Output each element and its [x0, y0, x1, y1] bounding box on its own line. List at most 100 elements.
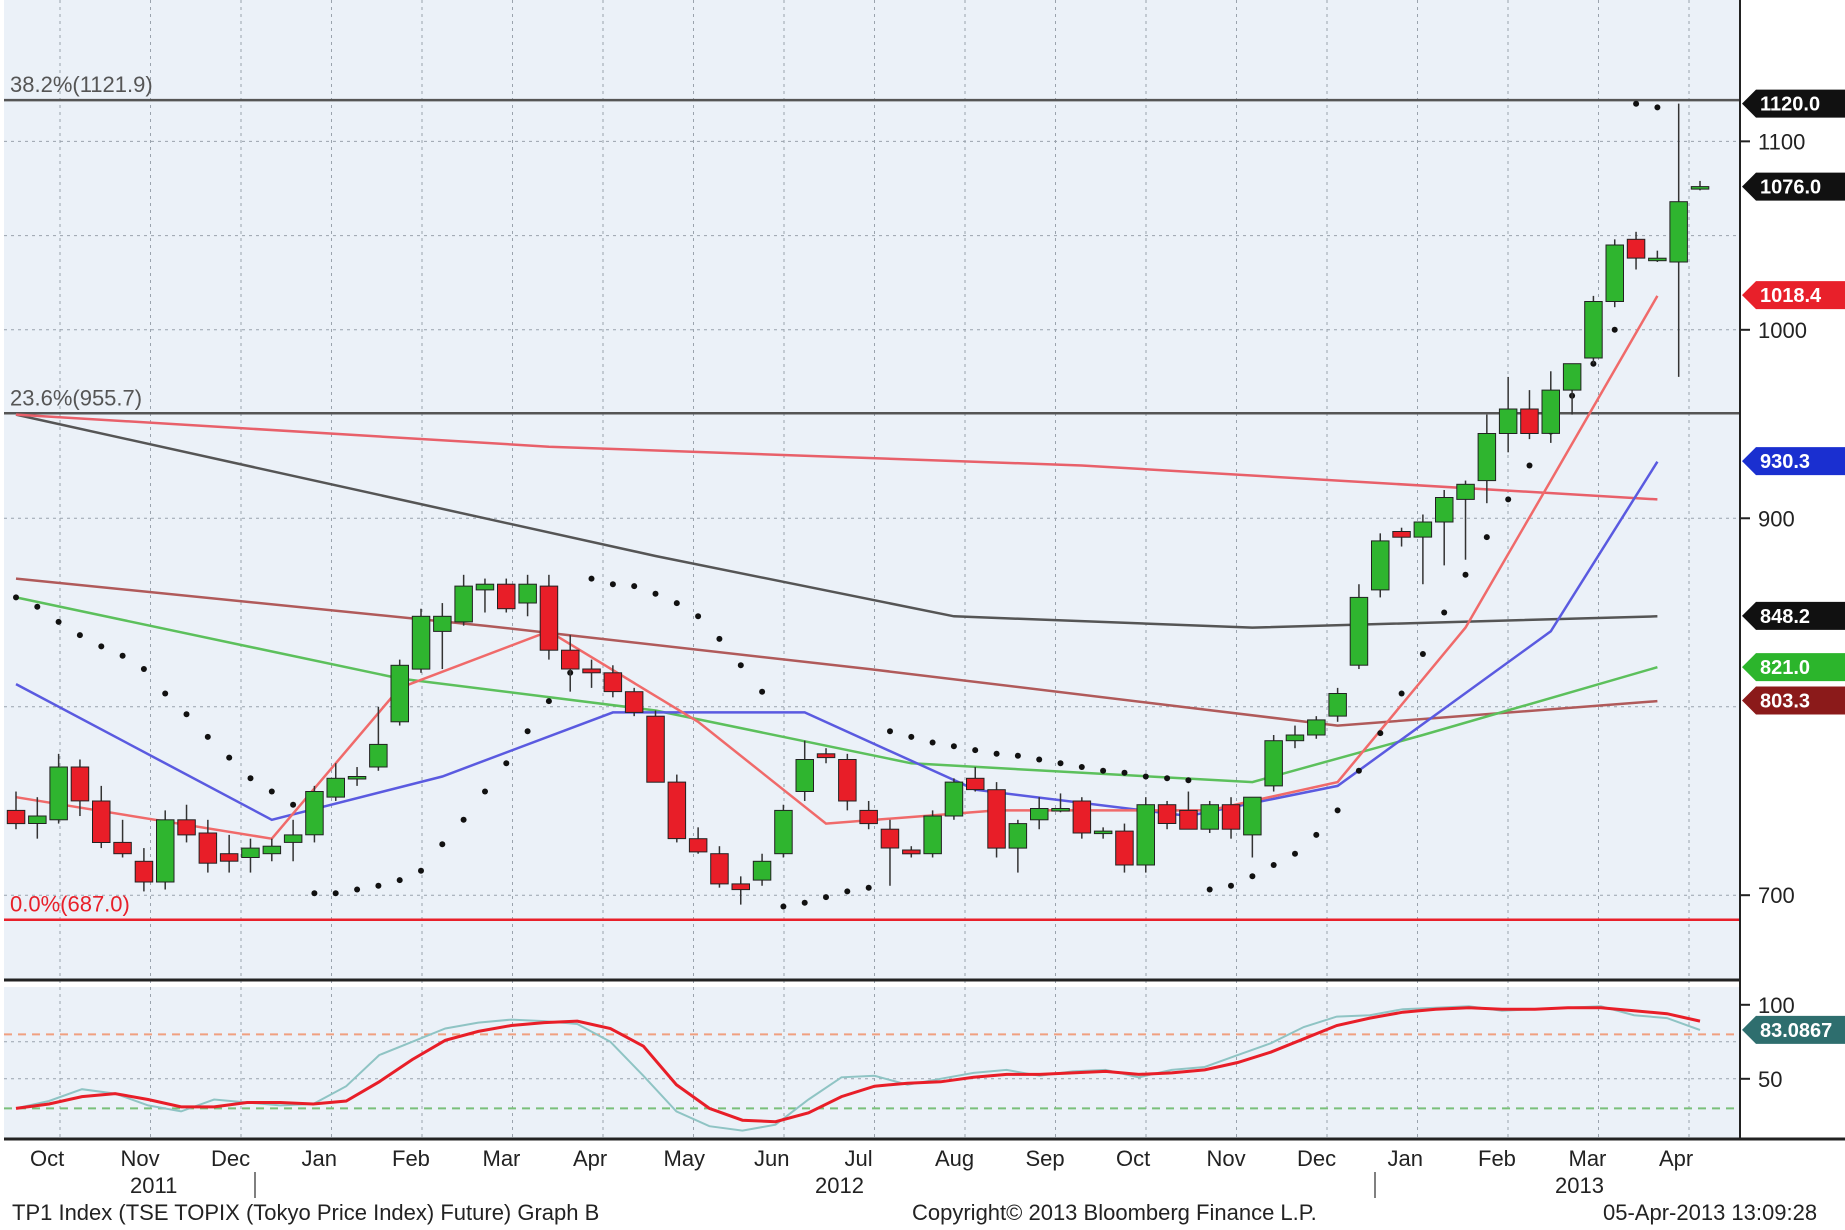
candle-body [1307, 719, 1326, 736]
candle-body [305, 791, 324, 836]
candle-body [1413, 521, 1433, 538]
month-label: Nov [121, 1146, 160, 1171]
candle-body [987, 789, 1006, 849]
sar-dot [929, 739, 936, 746]
sar-dot [759, 688, 766, 695]
candle-body [1051, 808, 1070, 812]
sar-dot [290, 801, 297, 808]
candle-body [475, 583, 495, 591]
sar-dot [1142, 773, 1149, 780]
price-tag-label: 803.3 [1760, 691, 1810, 713]
sar-dot [823, 894, 829, 901]
month-label: Jan [1388, 1146, 1423, 1171]
price-tag-label: 930.3 [1760, 451, 1810, 473]
candle-body [1477, 433, 1497, 482]
candle-body [603, 672, 623, 693]
sar-dot [1121, 769, 1128, 776]
oscillator-axis-label: 50 [1758, 1067, 1782, 1092]
sar-dot [460, 816, 467, 823]
footer-security: TP1 Index (TSE TOPIX (Tokyo Price Index)… [12, 1200, 600, 1225]
moving-averages [15, 295, 1659, 841]
oscillator [15, 1005, 1701, 1132]
sar-dot [1249, 873, 1256, 880]
oscillator-panel-background [4, 987, 1740, 1139]
sar-dot [34, 603, 41, 610]
candle-body [944, 781, 964, 817]
sar-dot [695, 613, 702, 620]
candle-body [454, 585, 473, 623]
sar-dot [908, 733, 915, 740]
sar-dot [1164, 775, 1171, 782]
candle-body [710, 853, 729, 885]
moving-average-line [15, 413, 1658, 501]
candle-body [1008, 823, 1028, 849]
candle-body [177, 819, 196, 836]
candle-body [1435, 497, 1454, 523]
candle-body [347, 776, 367, 780]
candle-body [923, 815, 942, 855]
candle-body [134, 860, 154, 883]
oscillator-axis-label: 100 [1758, 993, 1795, 1018]
footer-timestamp: 05-Apr-2013 13:09:28 [1603, 1200, 1818, 1225]
candle-body [411, 615, 431, 670]
sar-dot [396, 877, 403, 884]
candle-body [1584, 301, 1603, 359]
month-label: May [664, 1146, 706, 1171]
candle-body [219, 853, 239, 862]
fib-level-label: 23.6%(955.7) [10, 385, 142, 410]
candle-body [667, 781, 687, 840]
month-label: Sep [1026, 1146, 1065, 1171]
sar-dot [1611, 326, 1618, 333]
oscillator-tag-shape [1742, 1015, 1845, 1044]
month-label: Apr [1659, 1146, 1693, 1171]
candle-body [28, 815, 47, 824]
fib-level-label: 0.0%(687.0) [10, 892, 130, 917]
sar-dot [1292, 850, 1298, 857]
candle-body [1072, 800, 1092, 834]
month-label: Jun [754, 1146, 789, 1171]
candle-body [902, 849, 921, 855]
candle-body [816, 753, 836, 759]
year-label: 2012 [815, 1173, 864, 1198]
price-tag-shape [1742, 686, 1845, 715]
price-axis-label: 700 [1758, 883, 1795, 908]
candle-body [390, 664, 409, 723]
month-label: Feb [1478, 1146, 1516, 1171]
candle-body [646, 715, 665, 783]
sar-dot [545, 698, 552, 705]
moving-average-line [15, 413, 1658, 629]
sar-dot [631, 583, 638, 590]
sar-dot [780, 903, 787, 910]
candle-body [1221, 804, 1241, 830]
candle-body [1157, 804, 1177, 825]
price-tag-label: 1120.0 [1760, 94, 1820, 116]
candle-body [497, 583, 516, 610]
candle-body [774, 809, 793, 855]
sar-dot [140, 666, 147, 672]
price-axis-label: 1000 [1758, 318, 1807, 343]
candle-body [92, 800, 111, 843]
month-label: Dec [211, 1146, 250, 1171]
sar-dot [226, 754, 233, 761]
sar-dot [503, 760, 510, 767]
candle-body [561, 649, 580, 670]
candle-body [795, 759, 814, 792]
year-label: 2013 [1555, 1173, 1604, 1198]
sar-dot [865, 884, 872, 891]
sar-dot [482, 788, 488, 795]
sar-dot [1228, 882, 1234, 889]
candle-body [1690, 186, 1710, 190]
sar-dot [1057, 760, 1064, 767]
sar-dot [1505, 496, 1512, 503]
price-tag-shape [1742, 447, 1845, 476]
candle-body [6, 809, 26, 825]
sar-dot [1185, 777, 1192, 784]
candle-body [1392, 531, 1411, 538]
sar-dot [972, 747, 979, 754]
candle-body [518, 583, 537, 604]
candle-body [1115, 830, 1134, 866]
sar-dot [737, 662, 744, 669]
sar-dot [354, 886, 361, 893]
candle-body [838, 759, 857, 802]
price-tag-label: 848.2 [1760, 606, 1810, 628]
